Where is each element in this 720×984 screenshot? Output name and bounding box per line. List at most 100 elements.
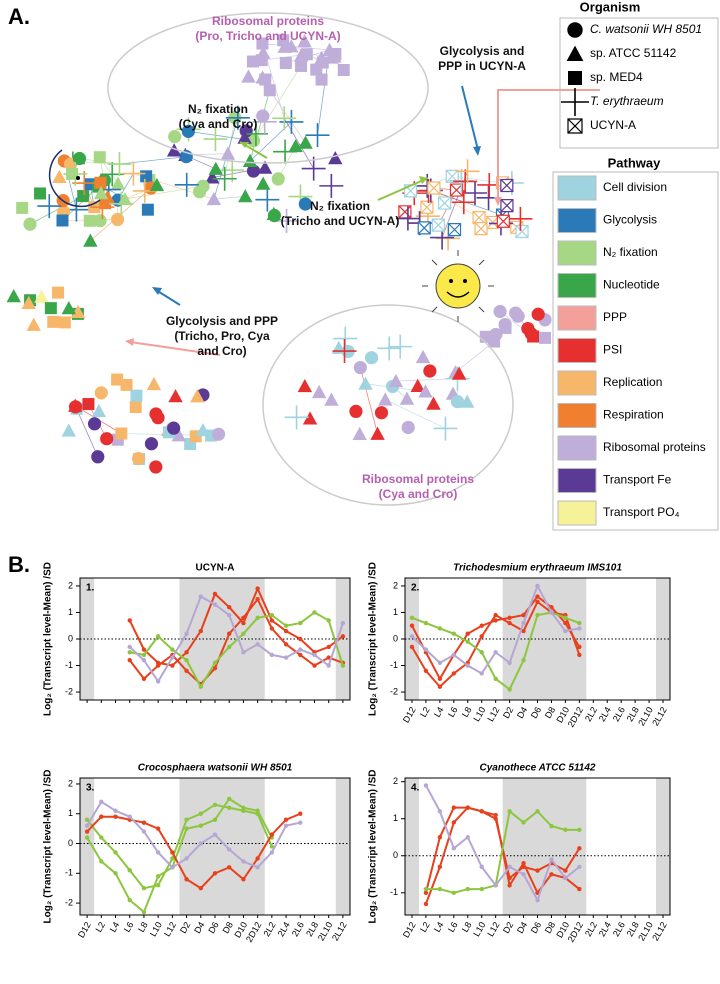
series-line	[86, 812, 301, 890]
point	[113, 808, 118, 813]
annotation-line: and Cro)	[197, 344, 246, 358]
point	[535, 897, 540, 903]
node	[56, 214, 69, 227]
point	[563, 875, 568, 881]
point	[577, 644, 582, 650]
node	[26, 317, 41, 331]
point	[141, 658, 147, 663]
node	[203, 127, 228, 152]
point	[255, 586, 260, 591]
point	[423, 783, 429, 788]
legend-label: T. erythraeum	[590, 94, 664, 108]
point	[437, 886, 443, 892]
point	[479, 634, 484, 639]
series-line	[86, 797, 273, 914]
point	[170, 856, 175, 861]
node	[47, 315, 60, 328]
point	[227, 612, 232, 618]
node	[353, 360, 367, 375]
point	[521, 872, 526, 877]
point	[479, 671, 484, 676]
x-tick-label: L2	[418, 920, 432, 934]
y-tick-label: 1	[393, 813, 398, 823]
node	[190, 389, 205, 403]
node	[149, 177, 165, 192]
y-tick-label: -2	[390, 686, 398, 696]
node	[259, 73, 272, 86]
annotation-line: Ribosomal proteins	[362, 472, 474, 486]
node	[496, 214, 510, 228]
point	[340, 663, 346, 668]
node	[68, 400, 83, 414]
node	[255, 187, 280, 212]
node	[284, 39, 299, 53]
x-tick-label: L10	[471, 920, 487, 938]
edge	[430, 190, 480, 218]
x-tick-label: D2	[178, 920, 192, 935]
point	[269, 612, 275, 618]
node	[196, 179, 210, 193]
x-tick-label: D6	[529, 920, 543, 935]
node	[130, 389, 143, 402]
point	[84, 835, 90, 840]
night-shading	[335, 778, 350, 915]
node	[539, 331, 551, 344]
node	[298, 197, 312, 211]
x-tick-label: 2L12	[650, 705, 669, 727]
x-tick-label: L12	[162, 920, 178, 938]
node	[401, 420, 415, 435]
node	[110, 212, 125, 227]
edge	[117, 185, 204, 201]
edge	[455, 341, 495, 373]
node	[252, 109, 277, 134]
node	[238, 189, 253, 203]
node	[459, 394, 475, 408]
point	[326, 644, 331, 650]
point	[127, 650, 132, 655]
x-tick-label: 2L2	[261, 920, 277, 938]
node	[272, 106, 297, 131]
node	[195, 423, 211, 437]
node	[206, 191, 222, 206]
y-tick-label: 0	[393, 633, 398, 643]
point	[493, 650, 498, 655]
point	[283, 623, 289, 628]
point	[577, 626, 582, 631]
node	[567, 22, 583, 38]
node	[16, 201, 29, 214]
point	[577, 864, 582, 870]
node	[288, 138, 303, 153]
point	[298, 620, 303, 626]
y-tick-label: 1	[393, 607, 398, 617]
point	[423, 886, 429, 892]
node	[498, 317, 512, 332]
node	[246, 164, 261, 178]
node	[212, 166, 237, 191]
node	[474, 222, 488, 236]
point	[155, 874, 161, 879]
point	[577, 652, 582, 658]
y-axis-label: Log₂ (Transcript level-Mean) /SD	[368, 562, 379, 716]
legend-swatch	[557, 273, 597, 298]
point	[269, 652, 275, 658]
point	[241, 877, 246, 882]
point	[255, 865, 260, 870]
x-tick-label: D6	[206, 920, 220, 935]
sun	[422, 250, 494, 322]
legend-swatch	[557, 305, 597, 331]
node	[72, 171, 97, 196]
x-tick-label: D4	[515, 920, 529, 935]
node	[242, 153, 258, 167]
x-tick-label: D8	[221, 920, 235, 935]
point	[198, 823, 203, 828]
node	[319, 173, 344, 198]
node	[120, 378, 133, 391]
legend-title: Organism	[580, 0, 641, 14]
node	[167, 421, 181, 435]
point	[549, 857, 554, 862]
node	[566, 45, 584, 61]
legend-swatch	[557, 500, 597, 526]
point	[283, 817, 289, 822]
edge	[224, 117, 236, 179]
node	[302, 411, 318, 425]
